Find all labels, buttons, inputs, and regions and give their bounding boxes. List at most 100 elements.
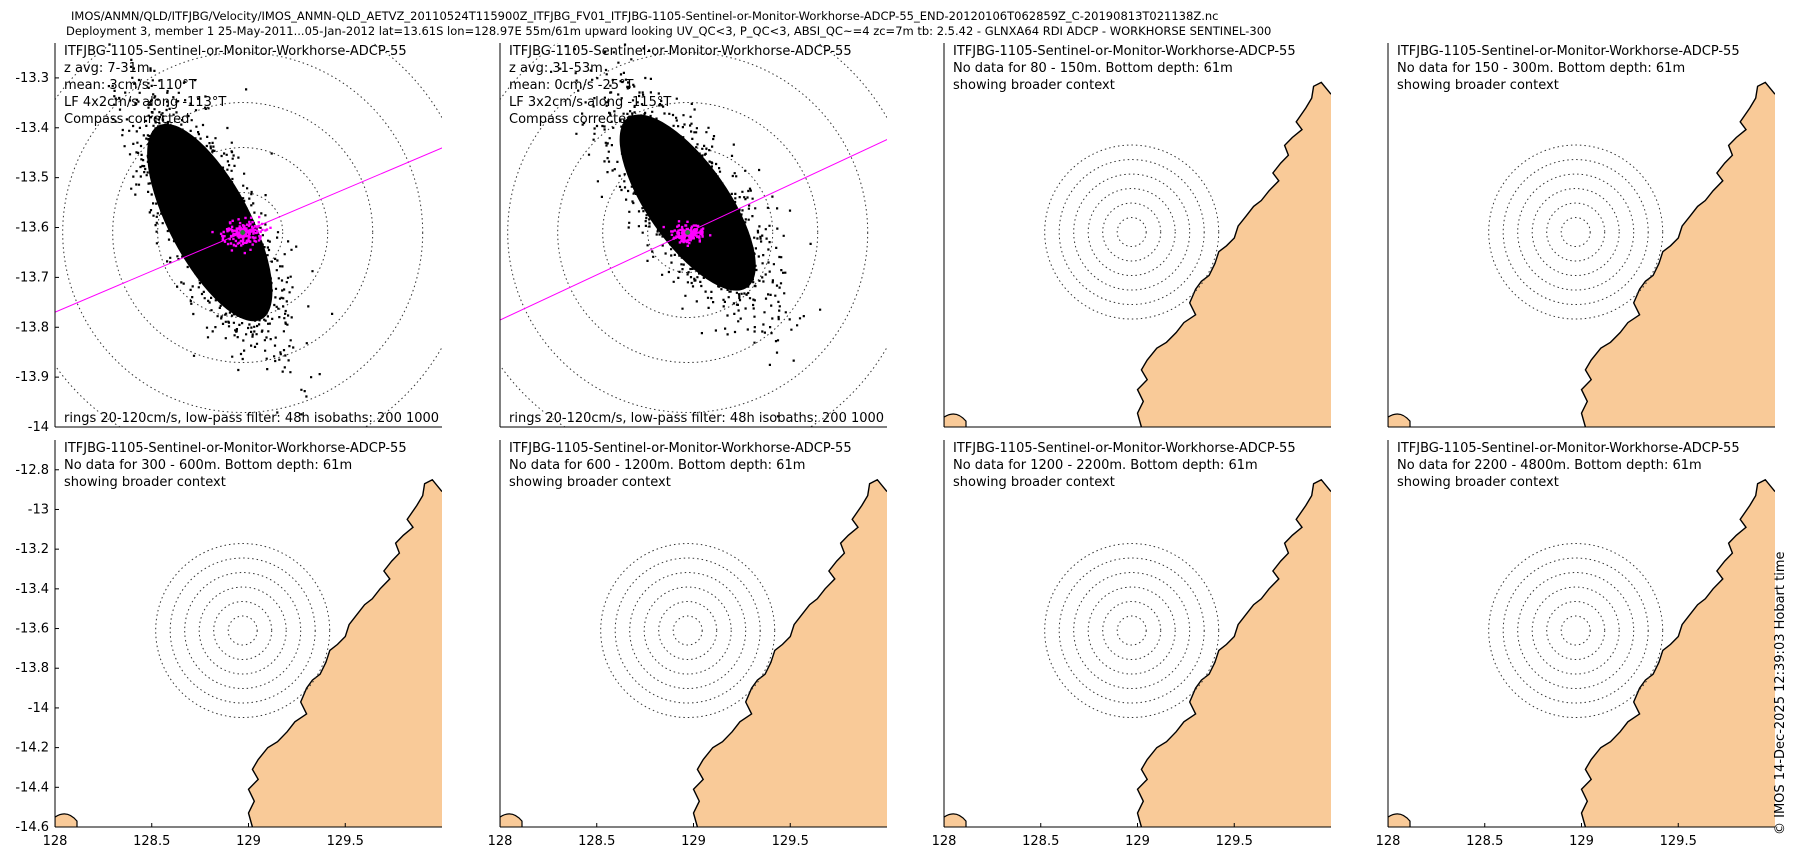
- y-tick-label: -13.7: [15, 270, 49, 285]
- panel-info-line: z avg: 31-53m: [509, 61, 603, 76]
- panel-bottom-2: 128 128.5 129 129.5 ITFJBG-1105-Sentinel-or-…: [488, 440, 887, 849]
- panel-footer: rings 20-120cm/s, low-pass filter: 48h i…: [509, 411, 959, 426]
- panel-info-line: Compass corrected: [64, 112, 189, 127]
- x-tick-label: 128.5: [578, 834, 615, 849]
- panel-footer-clip: rings 20-120cm/s, low-pass filter: 48h i…: [509, 411, 959, 426]
- scatter-core: [619, 114, 756, 291]
- x-tick-label: 128: [488, 834, 513, 849]
- ring-3: [112, 102, 374, 364]
- y-tick-label: -13.6: [15, 221, 49, 236]
- x-tick-label: 129: [681, 834, 706, 849]
- ring-100cm-s: [1502, 557, 1649, 704]
- panel-info-line: showing broader context: [1397, 78, 1559, 93]
- x-tick-label: 128.5: [1022, 834, 1059, 849]
- coastline: [1580, 81, 1775, 427]
- ring-20cm-s: [1560, 217, 1591, 248]
- panel-info-line: No data for 150 - 300m. Bottom depth: 61…: [1397, 61, 1685, 76]
- panel-title: ITFJBG-1105-Sentinel-or-Monitor-Workhors…: [64, 441, 407, 456]
- ring-120cm-s: [155, 543, 331, 719]
- land-area: [1137, 479, 1331, 827]
- ring-20cm-s: [1116, 615, 1147, 646]
- islet: [500, 813, 523, 827]
- panel-info-line: showing broader context: [1397, 475, 1559, 490]
- y-tick-label: -13.4: [15, 121, 49, 136]
- x-tick-label: 128: [43, 834, 68, 849]
- y-tick-label: -14: [28, 701, 49, 716]
- panel-footer-clip: rings 20-120cm/s, low-pass filter: 48h i…: [64, 411, 514, 426]
- panel-top-4: ITFJBG-1105-Sentinel-or-Monitor-Workhors…: [1387, 43, 1775, 428]
- panel-top-2: ITFJBG-1105-Sentinel-or-Monitor-Workhors…: [499, 43, 959, 428]
- ring-60cm-s: [1531, 188, 1620, 277]
- islet: [1388, 413, 1411, 427]
- header-deployment-info: Deployment 3, member 1 25-May-2011...05-…: [66, 24, 1271, 38]
- ring-80cm-s: [1517, 572, 1635, 690]
- ring-20cm-s: [227, 615, 258, 646]
- ring-40cm-s: [658, 601, 718, 661]
- panel-plot-area: [500, 478, 887, 827]
- ring-4: [62, 52, 424, 414]
- land-area: [693, 479, 887, 827]
- panel-info-line: No data for 600 - 1200m. Bottom depth: 6…: [509, 458, 805, 473]
- y-tick-label: -13.6: [15, 622, 49, 637]
- x-tick-label: 129: [236, 834, 261, 849]
- ring-80cm-s: [629, 572, 747, 690]
- mean-marker: [685, 230, 691, 236]
- ring-120cm-s: [1488, 144, 1664, 320]
- panel-plot-area: [1388, 478, 1775, 827]
- ring-4: [507, 52, 869, 414]
- panel-info-line: showing broader context: [64, 475, 226, 490]
- ring-60cm-s: [1531, 586, 1620, 675]
- panel-bottom-1: -12.8 -13 -13.2 -13.4 -13.6 -13.8 -14 -14.2 -14.…: [15, 440, 442, 849]
- ring-120cm-s: [600, 543, 776, 719]
- ring-20cm-s: [672, 615, 703, 646]
- panel-title: ITFJBG-1105-Sentinel-or-Monitor-Workhors…: [64, 44, 407, 59]
- ring-1: [202, 192, 284, 274]
- ring-100cm-s: [1058, 159, 1205, 306]
- ring-120cm-s: [1044, 543, 1220, 719]
- panel-top-3: ITFJBG-1105-Sentinel-or-Monitor-Workhors…: [943, 43, 1331, 428]
- ring-60cm-s: [643, 586, 732, 675]
- coastline: [1580, 478, 1775, 827]
- y-tick-label: -13: [28, 502, 49, 517]
- y-tick-label: -13.8: [15, 320, 49, 335]
- panel-info-line: showing broader context: [953, 78, 1115, 93]
- y-tick-label: -13.3: [15, 71, 49, 86]
- copyright-notice: © IMOS 14-Dec-2025 12:39:03 Hobart time: [1773, 551, 1788, 835]
- panel-title: ITFJBG-1105-Sentinel-or-Monitor-Workhors…: [509, 44, 852, 59]
- panel-info-line: No data for 1200 - 2200m. Bottom depth: …: [953, 458, 1258, 473]
- panel-plot-area: [55, 478, 442, 827]
- y-tick-label: -13.8: [15, 661, 49, 676]
- y-tick-label: -13.4: [15, 582, 49, 597]
- x-tick-label: 129.5: [327, 834, 364, 849]
- panel-footer: rings 20-120cm/s, low-pass filter: 48h i…: [64, 411, 514, 426]
- y-tick-label: -14.2: [15, 741, 49, 756]
- panel-info-line: z avg: 7-31m: [64, 61, 150, 76]
- x-tick-label: 129.5: [1216, 834, 1253, 849]
- ring-80cm-s: [1073, 572, 1191, 690]
- land-area: [1137, 82, 1331, 427]
- ring-60cm-s: [1087, 188, 1176, 277]
- y-tick-label: -14.6: [15, 820, 49, 835]
- ring-40cm-s: [1102, 601, 1162, 661]
- panel-info-line: LF 4x2cm/s along -113°T: [64, 95, 226, 110]
- panel-plot-area: [1388, 81, 1775, 427]
- panel-plot-area: [55, 43, 442, 427]
- islet: [55, 813, 78, 827]
- y-tick-label: -14: [28, 420, 49, 435]
- y-tick-label: -13.9: [15, 370, 49, 385]
- scatter-points: [107, 43, 334, 416]
- coastline: [692, 478, 887, 827]
- x-tick-label: 129.5: [1660, 834, 1697, 849]
- ring-120cm-s: [1044, 144, 1220, 320]
- x-tick-label: 128.5: [133, 834, 170, 849]
- coastline: [247, 478, 442, 827]
- x-tick-label: 129: [1125, 834, 1150, 849]
- islet: [1388, 813, 1411, 827]
- panel-info-line: showing broader context: [953, 475, 1115, 490]
- ring-40cm-s: [1102, 202, 1162, 262]
- ring-40cm-s: [1546, 601, 1606, 661]
- land-area: [248, 479, 442, 827]
- panel-plot-area: [944, 478, 1331, 827]
- panel-info-line: mean: 3cm/s -110°T: [64, 78, 197, 93]
